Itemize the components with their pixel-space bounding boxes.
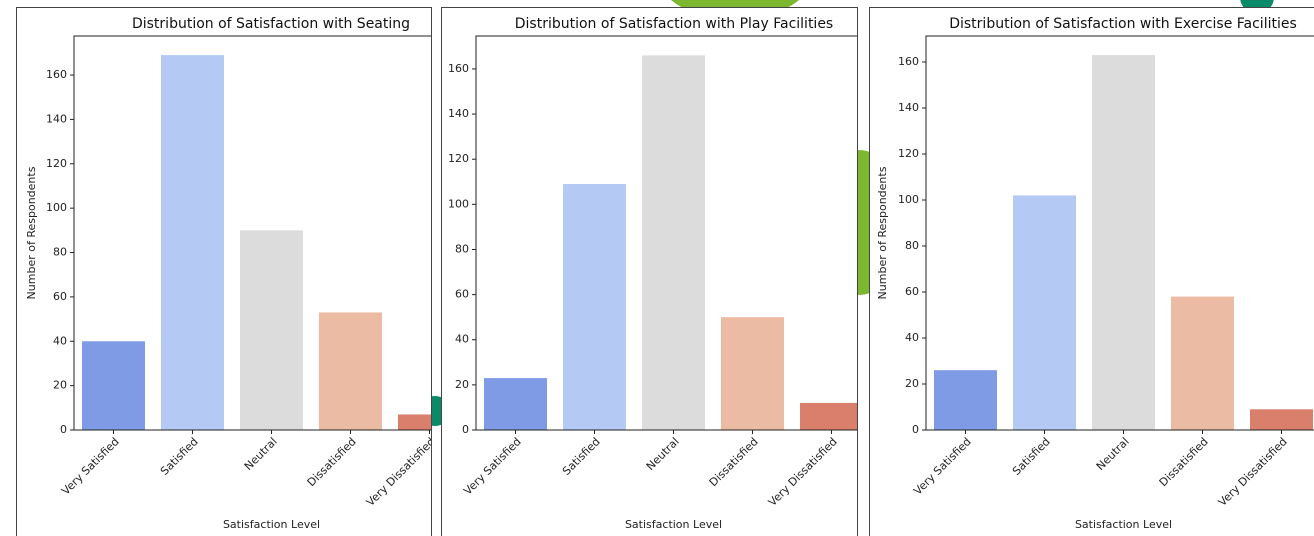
bar — [82, 341, 145, 430]
y-tick-label: 160 — [898, 55, 919, 68]
x-tick-label: Dissatisfied — [305, 435, 359, 489]
chart-window: Distribution of Satisfaction with Exerci… — [869, 7, 1314, 536]
bar — [240, 230, 303, 430]
chart-title: Distribution of Satisfaction with Exerci… — [949, 16, 1297, 32]
chart: Distribution of Satisfaction with Exerci… — [876, 16, 1314, 531]
y-tick-label: 0 — [462, 423, 469, 436]
x-tick-label: Very Satisfied — [911, 435, 974, 498]
axes-frame — [475, 35, 857, 431]
bar — [1013, 195, 1076, 430]
y-tick-label: 80 — [905, 239, 919, 252]
x-tick-label: Dissatisfied — [1157, 435, 1211, 489]
y-tick-label: 60 — [905, 285, 919, 298]
bar — [398, 414, 431, 430]
y-tick-label: 120 — [448, 152, 469, 165]
bar — [563, 184, 626, 430]
bar — [1092, 55, 1155, 430]
axes-frame — [73, 35, 431, 431]
x-tick-label: Very Dissatisfied — [1216, 435, 1290, 509]
x-axis-label: Satisfaction Level — [625, 518, 722, 531]
x-tick-label: Very Satisfied — [59, 435, 122, 498]
chart: Distribution of Satisfaction with Play F… — [448, 16, 857, 531]
x-tick-label: Satisfied — [560, 435, 603, 478]
y-tick-label: 40 — [455, 333, 469, 346]
y-tick-label: 160 — [46, 68, 67, 81]
x-tick-label: Satisfied — [1010, 435, 1053, 478]
chart-window: Distribution of Satisfaction with Play F… — [441, 7, 858, 536]
y-tick-label: 20 — [905, 377, 919, 390]
y-tick-label: 120 — [46, 157, 67, 170]
y-tick-label: 60 — [53, 290, 67, 303]
y-tick-label: 20 — [455, 378, 469, 391]
x-tick-label: Neutral — [644, 435, 682, 473]
y-tick-label: 80 — [455, 242, 469, 255]
x-tick-label: Satisfied — [158, 435, 201, 478]
y-tick-label: 100 — [898, 193, 919, 206]
x-tick-label: Very Dissatisfied — [364, 435, 432, 509]
y-tick-label: 0 — [60, 423, 67, 436]
y-tick-label: 100 — [448, 197, 469, 210]
y-axis-label: Number of Respondents — [876, 166, 889, 299]
chart: Distribution of Satisfaction with Seatin… — [25, 16, 432, 531]
y-tick-label: 100 — [46, 201, 67, 214]
y-tick-label: 60 — [455, 288, 469, 301]
y-tick-label: 140 — [898, 101, 919, 114]
bar — [484, 378, 547, 430]
y-tick-label: 140 — [448, 107, 469, 120]
bar — [642, 55, 705, 430]
y-tick-label: 0 — [912, 423, 919, 436]
bar — [1250, 409, 1313, 430]
y-tick-label: 40 — [53, 334, 67, 347]
x-axis-label: Satisfaction Level — [223, 518, 320, 531]
x-axis-label: Satisfaction Level — [1075, 518, 1172, 531]
chart-window: Distribution of Satisfaction with Seatin… — [16, 7, 432, 536]
y-tick-label: 160 — [448, 62, 469, 75]
bar — [721, 317, 784, 430]
y-tick-label: 20 — [53, 379, 67, 392]
x-tick-label: Neutral — [1094, 435, 1132, 473]
bar — [800, 402, 857, 430]
x-tick-label: Very Dissatisfied — [766, 435, 840, 509]
x-tick-label: Very Satisfied — [461, 435, 524, 498]
chart-title: Distribution of Satisfaction with Play F… — [515, 16, 833, 32]
bar — [934, 370, 997, 430]
y-tick-label: 120 — [898, 147, 919, 160]
chart-title: Distribution of Satisfaction with Seatin… — [132, 16, 410, 32]
bar — [161, 55, 224, 430]
bar — [319, 312, 382, 430]
y-tick-label: 140 — [46, 112, 67, 125]
y-axis-label: Number of Respondents — [25, 166, 38, 299]
x-tick-label: Dissatisfied — [707, 435, 761, 489]
y-tick-label: 80 — [53, 246, 67, 259]
x-tick-label: Neutral — [242, 435, 280, 473]
bar — [1171, 296, 1234, 430]
y-tick-label: 40 — [905, 331, 919, 344]
axes-frame — [925, 35, 1314, 431]
